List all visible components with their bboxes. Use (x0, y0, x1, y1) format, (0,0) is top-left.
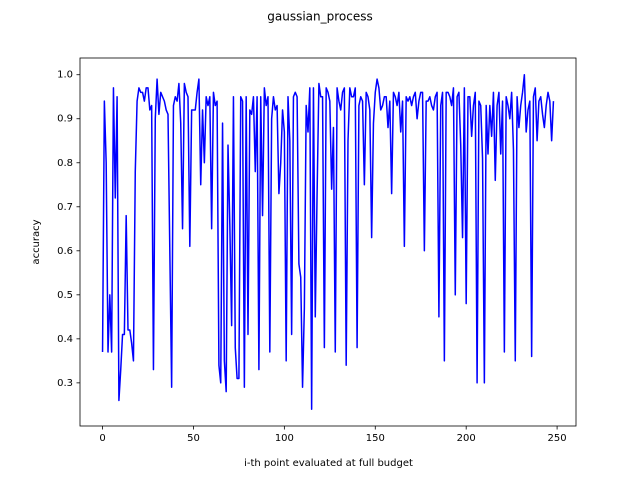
y-tick-label: 0.5 (57, 290, 73, 301)
y-tick-label: 0.9 (57, 114, 73, 125)
y-tick-label: 0.8 (57, 158, 73, 169)
y-tick-label: 0.3 (57, 378, 73, 389)
y-tick-label: 0.7 (57, 202, 73, 213)
y-tick-label: 0.4 (57, 334, 73, 345)
x-tick-label: 200 (457, 433, 476, 444)
y-tick-label: 0.6 (57, 246, 73, 257)
x-axis-label: i-th point evaluated at full budget (244, 458, 413, 469)
data-line (101, 73, 555, 411)
plot-frame (79, 57, 577, 427)
y-axis-label: accuracy (31, 219, 42, 264)
chart-title: gaussian_process (267, 10, 373, 24)
x-tick-label: 0 (99, 433, 105, 444)
x-tick-label: 150 (366, 433, 385, 444)
x-tick-label: 250 (548, 433, 567, 444)
x-tick-label: 100 (275, 433, 294, 444)
y-tick-label: 1.0 (57, 70, 73, 81)
x-tick-label: 50 (187, 433, 200, 444)
